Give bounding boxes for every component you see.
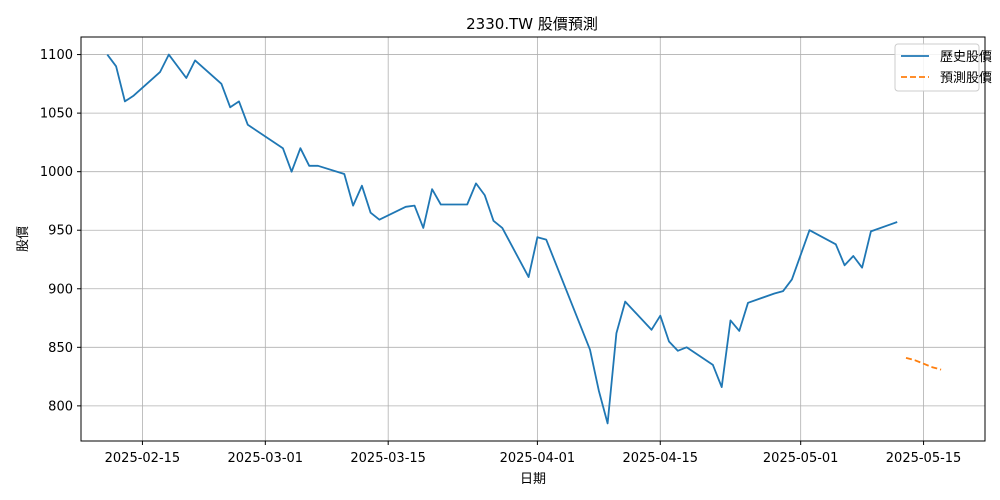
y-tick-label: 950 — [48, 224, 73, 239]
x-tick-label: 2025-05-15 — [886, 451, 962, 466]
x-tick-label: 2025-05-01 — [763, 451, 839, 466]
y-axis-ticks: 800 850 900 950 1000 1050 1100 — [40, 48, 81, 414]
x-tick-label: 2025-04-15 — [622, 451, 698, 466]
x-tick-label: 2025-02-15 — [105, 451, 181, 466]
grid — [81, 37, 985, 441]
series-layer — [106, 53, 942, 425]
y-tick-label: 1000 — [40, 165, 73, 180]
x-tick-label: 2025-03-15 — [350, 451, 426, 466]
y-tick-label: 900 — [48, 282, 73, 297]
y-axis-label: 股價 — [16, 226, 31, 252]
x-tick-label: 2025-03-01 — [228, 451, 304, 466]
y-tick-label: 1050 — [40, 107, 73, 122]
legend: 歷史股價 預測股價 — [894, 43, 992, 92]
series-line-history — [106, 53, 898, 425]
x-tick-label: 2025-04-01 — [500, 451, 576, 466]
x-axis-label: 日期 — [520, 472, 546, 487]
legend-label-forecast: 預測股價 — [940, 71, 992, 86]
plot-frame — [80, 36, 986, 442]
y-tick-label: 800 — [48, 399, 73, 414]
y-tick-label: 1100 — [40, 48, 73, 63]
legend-label-history: 歷史股價 — [940, 50, 992, 65]
chart-title: 2330.TW 股價預測 — [466, 15, 598, 33]
series-line-forecast — [905, 357, 942, 371]
x-axis-ticks: 2025-02-15 2025-03-01 2025-03-15 2025-04-01… — [105, 441, 962, 466]
y-tick-label: 850 — [48, 341, 73, 356]
